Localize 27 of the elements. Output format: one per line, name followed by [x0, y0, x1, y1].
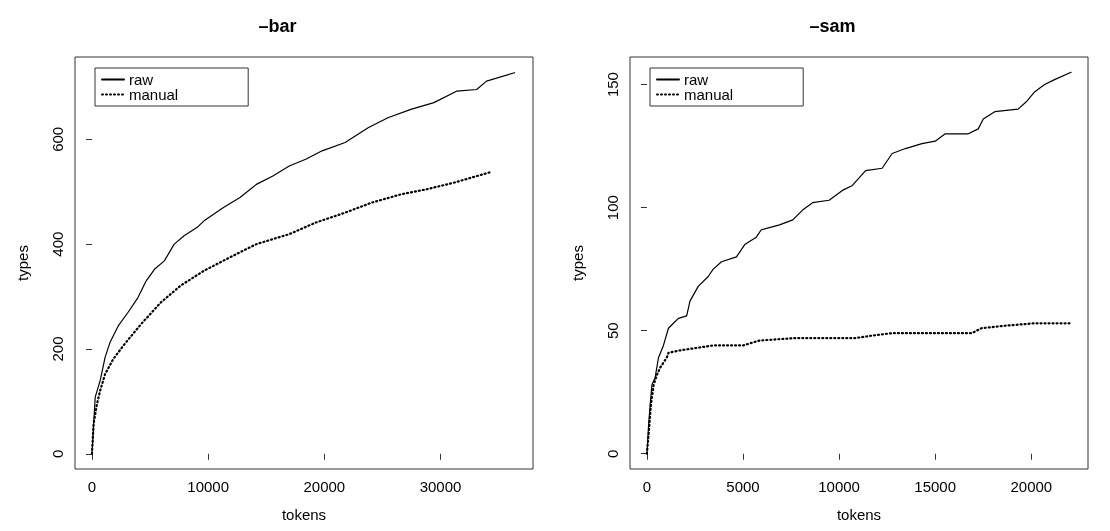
- x-tick-label: 0: [87, 478, 97, 495]
- y-axis-title: types: [569, 245, 586, 281]
- chart-title: –bar: [258, 16, 297, 36]
- y-tick-label: 600: [49, 126, 66, 152]
- x-tick-label: 10000: [187, 478, 230, 495]
- y-tick-label: 150: [604, 72, 621, 98]
- x-tick-label: 0: [642, 478, 652, 495]
- x-tick-label: 20000: [1010, 478, 1053, 495]
- x-tick-label: 30000: [419, 478, 462, 495]
- chart-title: –sam: [809, 16, 856, 36]
- y-tick-label: 0: [49, 449, 66, 458]
- legend-label: raw: [684, 71, 709, 88]
- x-tick-label: 15000: [914, 478, 957, 495]
- x-tick-label: 10000: [818, 478, 860, 495]
- legend-label: raw: [129, 71, 154, 88]
- y-tick-label: 400: [49, 231, 66, 257]
- legend-label: manual: [684, 86, 734, 103]
- x-tick-label: 5000: [726, 478, 760, 495]
- y-tick-label: 0: [604, 449, 621, 458]
- y-axis-title: types: [14, 245, 31, 281]
- y-tick-label: 100: [604, 195, 621, 221]
- x-axis-title: tokens: [836, 506, 882, 523]
- y-tick-label: 200: [49, 336, 66, 362]
- y-tick-label: 50: [604, 322, 621, 340]
- legend-label: manual: [129, 86, 179, 103]
- x-axis-title: tokens: [281, 506, 327, 523]
- x-tick-label: 20000: [303, 478, 346, 495]
